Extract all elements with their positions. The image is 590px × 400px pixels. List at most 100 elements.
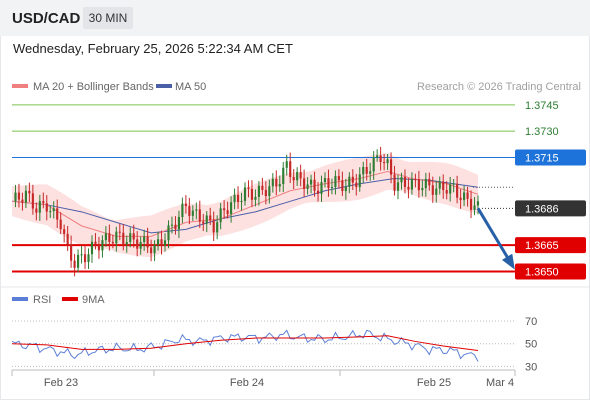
candle xyxy=(94,233,97,250)
pivot-label-1.3715: 1.3715 xyxy=(525,152,559,164)
ma20-legend-swatch xyxy=(12,84,28,88)
candle xyxy=(104,225,107,247)
candle-body xyxy=(236,194,240,203)
candle-body xyxy=(355,182,358,188)
candle-body xyxy=(101,240,104,251)
candle-body xyxy=(282,167,285,184)
candle-body xyxy=(122,232,125,245)
candle xyxy=(334,170,337,195)
candle-body xyxy=(163,240,167,246)
candles xyxy=(14,146,480,277)
candle-body xyxy=(129,233,132,243)
candle xyxy=(275,170,278,196)
candle xyxy=(469,190,473,219)
candle-body xyxy=(247,187,250,189)
candle-body xyxy=(153,244,156,254)
candle xyxy=(445,181,448,200)
candle xyxy=(396,174,400,200)
candle-body xyxy=(136,239,139,249)
candle-body xyxy=(330,187,334,189)
candle-body xyxy=(442,181,445,191)
candle xyxy=(254,189,257,207)
candle xyxy=(393,165,396,196)
candle-body xyxy=(226,210,229,215)
candle xyxy=(56,199,59,228)
candle-body xyxy=(24,190,27,203)
candle-body xyxy=(83,254,87,263)
candle-body xyxy=(449,184,452,194)
candle xyxy=(223,200,226,219)
candle xyxy=(376,149,379,162)
candle-body xyxy=(303,178,306,189)
candle-body xyxy=(383,162,386,164)
candle-body xyxy=(195,209,198,211)
candle xyxy=(452,178,455,193)
candle xyxy=(184,195,187,214)
candle xyxy=(139,236,142,255)
rsi-tick-70: 70 xyxy=(525,316,537,328)
candle-body xyxy=(261,185,264,190)
candle xyxy=(247,180,250,198)
candle xyxy=(49,206,52,218)
candle xyxy=(473,197,476,216)
candle-body xyxy=(125,242,128,245)
candle-body xyxy=(202,221,205,224)
candle xyxy=(83,245,87,270)
candle xyxy=(386,154,389,170)
projection xyxy=(476,207,515,270)
candle xyxy=(136,231,139,257)
support-badge-1.3665 xyxy=(515,237,586,254)
candle xyxy=(233,188,236,210)
candle-body xyxy=(365,167,368,174)
candle-body xyxy=(254,196,257,200)
candle-body xyxy=(351,176,354,183)
candle-body xyxy=(376,155,379,158)
ma20-legend-label: MA 20 + Bollinger Bands xyxy=(33,81,154,93)
candle-body xyxy=(14,192,17,202)
candle-body xyxy=(76,254,80,268)
candle-body xyxy=(466,192,469,199)
candle-body xyxy=(174,224,177,230)
candle xyxy=(167,220,170,249)
candle xyxy=(212,211,215,242)
candle xyxy=(417,170,420,198)
resistance-label-1.3745: 1.3745 xyxy=(525,100,559,112)
support-label-1.3665: 1.3665 xyxy=(525,240,559,252)
candle-body xyxy=(230,202,233,215)
candle xyxy=(299,164,302,187)
candle-body xyxy=(73,260,76,268)
candle xyxy=(125,235,128,253)
candle-body xyxy=(296,172,299,181)
candle-body xyxy=(111,241,114,244)
rsi-panel: RSI 9MA 70 50 30 xyxy=(0,286,590,373)
timeframe-badge[interactable]: 30 MIN xyxy=(83,7,133,29)
candle xyxy=(160,230,163,255)
candle xyxy=(358,167,361,192)
candle xyxy=(306,177,309,195)
candle-body xyxy=(17,192,21,200)
candle-body xyxy=(31,193,34,209)
candle-body xyxy=(396,182,400,191)
chart-datetime: Wednesday, February 25, 2026 5:22:34 AM … xyxy=(13,41,293,56)
top-bar: USD/CAD 30 MIN xyxy=(0,0,590,36)
candle-body xyxy=(132,233,135,240)
candle-body xyxy=(417,179,420,191)
candle xyxy=(383,153,386,171)
candle-body xyxy=(431,185,434,195)
candle-body xyxy=(299,172,302,179)
candle-body xyxy=(424,178,427,189)
candle-body xyxy=(428,178,431,186)
candle-body xyxy=(309,179,313,185)
ma50-legend-label: MA 50 xyxy=(175,81,206,93)
candle xyxy=(52,201,55,219)
candle-body xyxy=(476,201,480,206)
candle xyxy=(153,240,156,262)
candle-body xyxy=(403,177,407,187)
rsi-line xyxy=(11,329,479,362)
rsi-tick-50: 50 xyxy=(525,339,537,351)
candle xyxy=(143,229,146,251)
candle xyxy=(21,192,24,211)
candle-body xyxy=(438,181,441,189)
candle xyxy=(257,181,260,206)
